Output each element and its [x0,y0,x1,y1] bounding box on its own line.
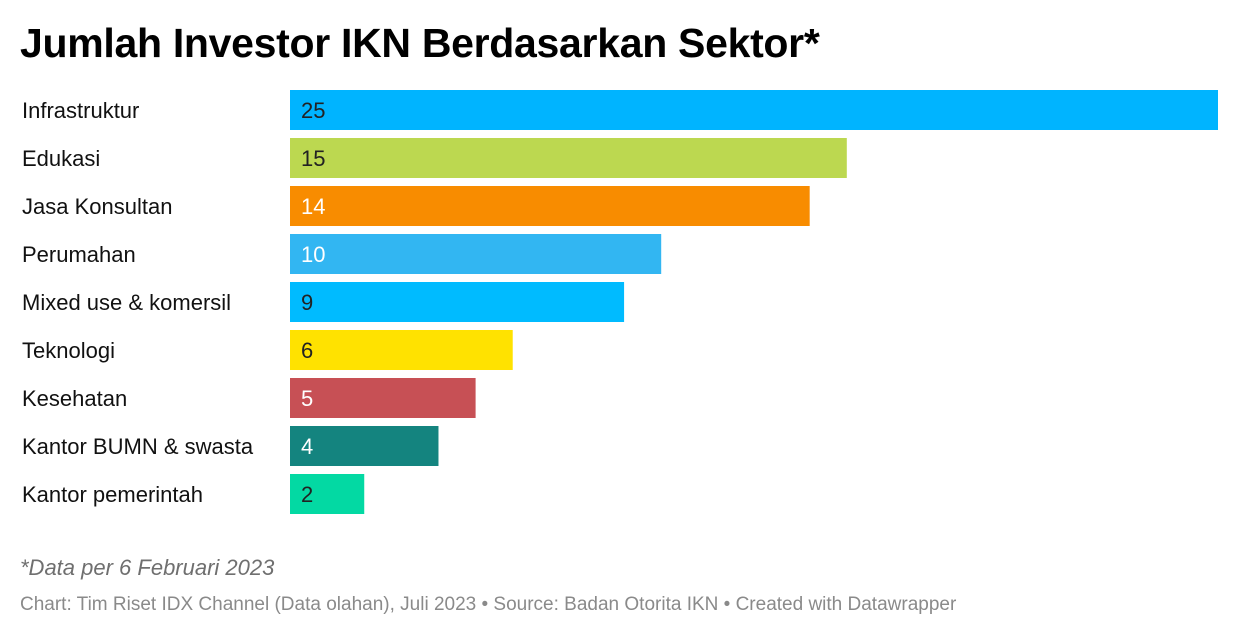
bar [290,426,439,466]
value-label: 15 [301,146,325,171]
category-label: Mixed use & komersil [22,290,231,315]
chart-credits: Chart: Tim Riset IDX Channel (Data olaha… [20,594,957,615]
category-label: Kantor BUMN & swasta [22,434,254,459]
value-label: 4 [301,434,313,459]
bar [290,474,365,514]
category-label: Kesehatan [22,386,127,411]
category-label: Teknologi [22,338,115,363]
category-label: Infrastruktur [22,98,139,123]
value-label: 2 [301,482,313,507]
category-label: Jasa Konsultan [22,194,172,219]
category-label: Kantor pemerintah [22,482,203,507]
value-label: 6 [301,338,313,363]
category-label: Edukasi [22,146,100,171]
bar [290,234,662,274]
bar [290,90,1218,130]
bar [290,330,513,370]
value-label: 10 [301,242,325,267]
bar [290,186,810,226]
bar [290,282,625,322]
value-label: 25 [301,98,325,123]
value-label: 5 [301,386,313,411]
value-label: 9 [301,290,313,315]
value-label: 14 [301,194,325,219]
chart-note: *Data per 6 Februari 2023 [20,555,275,580]
chart-title: Jumlah Investor IKN Berdasarkan Sektor* [20,20,820,66]
category-label: Perumahan [22,242,136,267]
bar [290,378,476,418]
bar [290,138,847,178]
